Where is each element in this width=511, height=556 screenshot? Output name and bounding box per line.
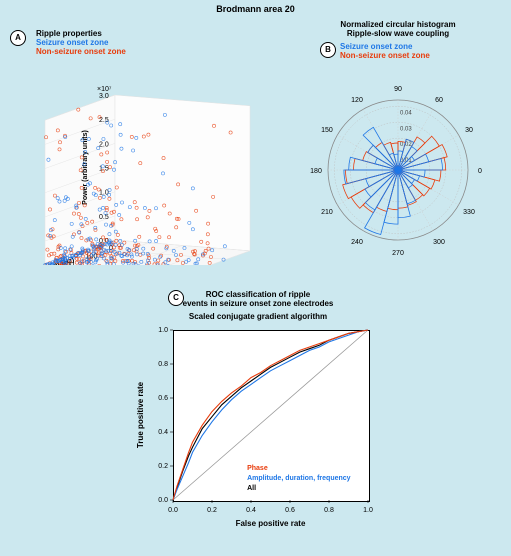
svg-text:60: 60 — [435, 97, 443, 104]
polar-plot: 0.010.020.030.04030609012015018021024027… — [298, 20, 498, 265]
svg-text:0.5: 0.5 — [99, 214, 109, 221]
svg-text:0.0: 0.0 — [158, 497, 168, 504]
panel-b: Normalized circular histogram Ripple-slo… — [298, 20, 498, 265]
page-title: Brodmann area 20 — [0, 4, 511, 14]
svg-text:150: 150 — [321, 127, 333, 134]
svg-text:1.0: 1.0 — [99, 190, 109, 197]
svg-text:240: 240 — [351, 239, 363, 246]
svg-text:0.4: 0.4 — [158, 429, 168, 436]
svg-text:180: 180 — [310, 168, 322, 175]
svg-text:2.0: 2.0 — [99, 141, 109, 148]
scatter-3d-plot: 01002003000.000.050.100.150.200.00.51.01… — [10, 65, 275, 265]
svg-text:330: 330 — [463, 209, 475, 216]
svg-text:3.0: 3.0 — [99, 93, 109, 100]
svg-text:0.2: 0.2 — [158, 463, 168, 470]
svg-text:0.04: 0.04 — [400, 110, 412, 116]
svg-text:1.5: 1.5 — [99, 166, 109, 173]
svg-text:Amplitude, duration, frequency: Amplitude, duration, frequency — [247, 475, 351, 482]
svg-text:All: All — [247, 485, 256, 492]
panel-a-badge: A — [10, 30, 26, 46]
svg-text:0.4: 0.4 — [246, 507, 256, 514]
svg-text:False positive rate: False positive rate — [236, 519, 306, 528]
svg-text:0.03: 0.03 — [400, 126, 412, 132]
svg-text:0.8: 0.8 — [324, 507, 334, 514]
svg-text:0.6: 0.6 — [285, 507, 295, 514]
panel-a-legend-nsoz: Non-seizure onset zone — [36, 47, 126, 56]
svg-text:1.0: 1.0 — [363, 507, 373, 514]
svg-text:×10⁷: ×10⁷ — [97, 86, 112, 93]
svg-text:Phase: Phase — [247, 465, 268, 472]
svg-text:0.2: 0.2 — [207, 507, 217, 514]
svg-text:270: 270 — [392, 250, 404, 257]
panel-a-legend-soz: Seizure onset zone — [36, 38, 126, 47]
svg-text:30: 30 — [465, 127, 473, 134]
svg-text:0: 0 — [478, 168, 482, 175]
svg-text:0.0: 0.0 — [168, 507, 178, 514]
svg-text:True positive rate: True positive rate — [136, 381, 145, 448]
svg-text:210: 210 — [321, 209, 333, 216]
svg-text:1.0: 1.0 — [158, 327, 168, 334]
svg-text:120: 120 — [351, 97, 363, 104]
svg-text:0.6: 0.6 — [158, 395, 168, 402]
panel-a: A Ripple properties Seizure onset zone N… — [10, 30, 280, 265]
svg-text:0.8: 0.8 — [158, 361, 168, 368]
panel-a-titles: Ripple properties Seizure onset zone Non… — [36, 29, 126, 56]
svg-text:90: 90 — [394, 86, 402, 93]
panel-a-title: Ripple properties — [36, 29, 126, 38]
svg-text:300: 300 — [433, 239, 445, 246]
roc-plot: 0.0 0.2 0.4 0.6 0.8 1.0 0.0 0.2 0.4 0.6 0.8 1.0 Fals… — [128, 290, 388, 550]
panel-c: C ROC classification of ripple events in… — [128, 290, 388, 550]
